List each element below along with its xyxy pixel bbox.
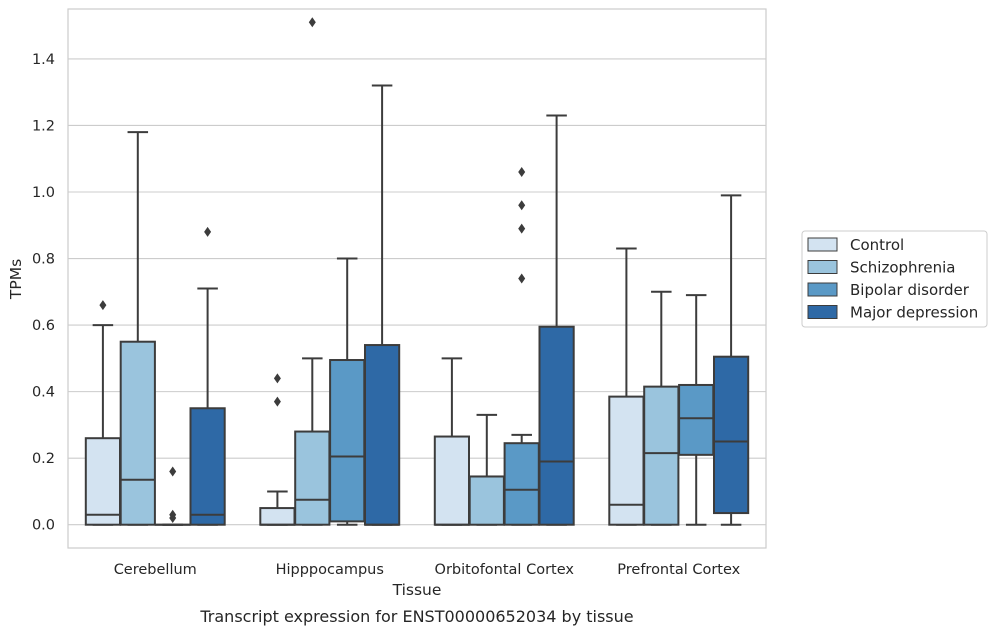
- box-body: [433, 435, 471, 526]
- outlier-point: [99, 300, 107, 311]
- box-bipolar-disorder: [154, 466, 191, 526]
- outlier-point: [518, 200, 526, 211]
- outlier-point: [308, 17, 316, 28]
- box-bipolar-disorder: [329, 257, 366, 526]
- outlier-point: [169, 509, 177, 520]
- box-major-depression: [363, 84, 401, 526]
- legend-label: Major depression: [850, 304, 978, 322]
- box-schizophrenia: [119, 131, 156, 526]
- y-tick-label: 0.6: [32, 318, 55, 334]
- box-schizophrenia: [643, 290, 680, 526]
- x-tick-label: Cerebellum: [114, 562, 197, 578]
- x-tick-label: Prefrontal Cortex: [617, 562, 740, 578]
- legend-swatch: [807, 237, 838, 252]
- box-bipolar-disorder: [678, 294, 715, 526]
- outlier-point: [273, 396, 281, 407]
- plot-frame: [67, 8, 767, 549]
- box-body: [643, 385, 680, 526]
- y-tick-label: 0.2: [32, 451, 55, 467]
- box-body: [259, 507, 296, 526]
- y-tick-label: 1.0: [32, 185, 55, 201]
- box-body: [608, 395, 645, 526]
- legend-label: Control: [850, 236, 904, 254]
- box-body: [294, 430, 331, 526]
- box-body: [678, 383, 715, 456]
- box-body: [119, 340, 156, 526]
- box-body: [468, 475, 505, 526]
- outlier-point: [204, 226, 212, 237]
- x-tick-labels: Cerebellum Hipppocampus Orbitofontal Corte…: [114, 562, 741, 578]
- box-body: [363, 344, 401, 526]
- chart-caption: Transcript expression for ENST0000065203…: [199, 607, 633, 626]
- box-body: [329, 359, 366, 523]
- box-major-depression: [189, 226, 226, 526]
- legend-items: Control Schizophrenia Bipolar disorder Majo…: [807, 236, 978, 322]
- outlier-point: [518, 273, 526, 284]
- legend-swatch: [807, 260, 838, 274]
- legend-label: Bipolar disorder: [850, 281, 970, 299]
- y-axis-label: TPMs: [7, 259, 25, 300]
- y-tick-label: 0.0: [32, 518, 55, 534]
- outlier-point: [273, 373, 281, 384]
- y-tick-label: 0.8: [32, 252, 55, 268]
- box-body: [189, 407, 226, 526]
- outlier-point: [169, 466, 177, 477]
- box-body: [84, 437, 122, 526]
- box-body: [538, 325, 575, 526]
- x-tick-label: Orbitofontal Cortex: [435, 562, 575, 578]
- y-tick-label: 1.2: [32, 118, 55, 134]
- box-body: [712, 355, 750, 515]
- legend-label: Schizophrenia: [850, 259, 955, 277]
- box-series: [84, 17, 750, 526]
- box-schizophrenia: [468, 413, 505, 526]
- y-tick-label: 1.4: [32, 52, 55, 68]
- legend-swatch: [807, 305, 838, 319]
- legend-frame: [801, 230, 988, 328]
- legend: Control Schizophrenia Bipolar disorder Majo…: [801, 230, 988, 328]
- x-axis-label: Tissue: [392, 581, 442, 599]
- outlier-point: [518, 223, 526, 234]
- box-schizophrenia: [294, 17, 331, 526]
- legend-swatch: [807, 282, 838, 297]
- box-body: [503, 442, 540, 526]
- y-tick-labels: 0.0 0.2 0.4 0.6 0.8 1.0 1.2 1.4: [32, 52, 55, 534]
- outlier-point: [518, 167, 526, 178]
- y-tick-label: 0.4: [32, 385, 55, 401]
- box-control: [608, 247, 645, 526]
- box-major-depression: [538, 114, 575, 526]
- box-major-depression: [712, 194, 750, 526]
- x-tick-label: Hipppocampus: [276, 562, 384, 578]
